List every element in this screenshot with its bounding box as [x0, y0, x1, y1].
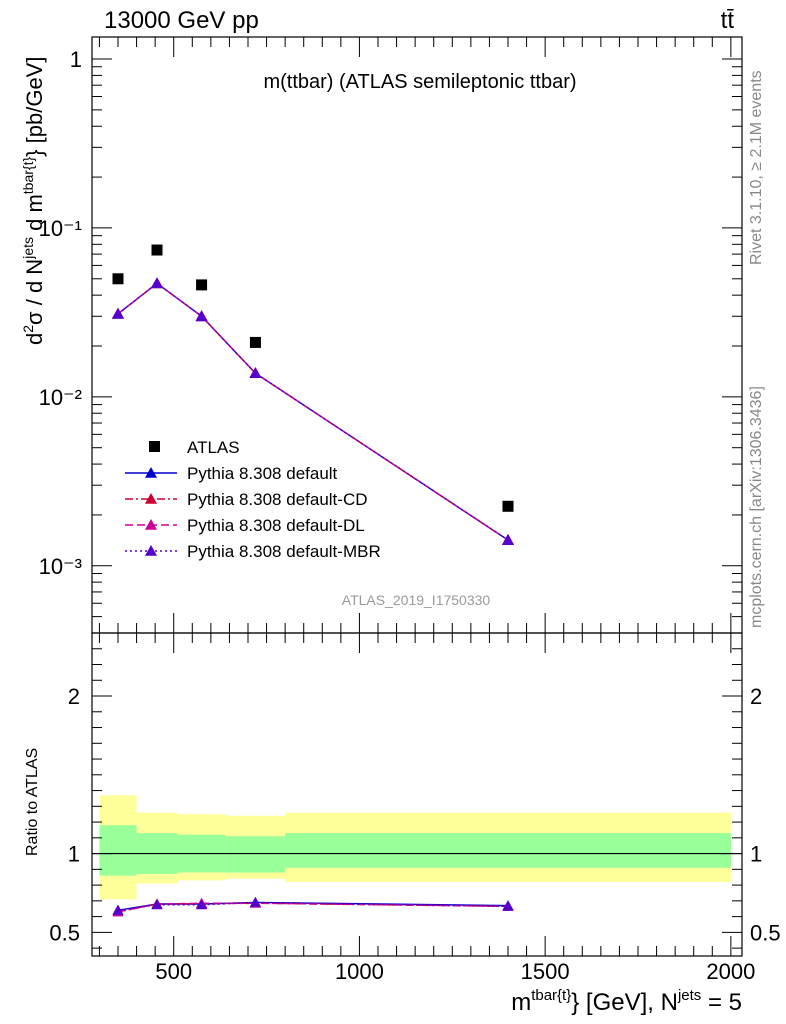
ratio-y-tick-label: 2	[68, 684, 80, 709]
y-tick-label: 10⁻³	[39, 554, 82, 579]
ratio-y-tick-label-right: 0.5	[750, 920, 781, 945]
ratio-axes: 0.5 0.5 1 1 2 2 500 1000 1500 2000	[49, 632, 781, 984]
ratio-y-tick-label: 1	[68, 842, 80, 867]
main-data-points	[112, 244, 514, 512]
data-marker	[112, 273, 124, 285]
legend-label-2: Pythia 8.308 default-CD	[187, 490, 368, 509]
energy-label: 13000 GeV pp	[104, 7, 259, 34]
chart-title: m(ttbar) (ATLAS semileptonic ttbar)	[263, 71, 576, 93]
ratio-y-axis-label: Ratio to ATLAS	[24, 748, 41, 856]
series-marker-4	[112, 307, 124, 319]
legend-marker-3	[145, 519, 157, 530]
legend-label-4: Pythia 8.308 default-MBR	[187, 542, 381, 561]
rivet-label: Rivet 3.1.10, ≥ 2.1M events	[748, 70, 765, 265]
x-tick-label: 500	[155, 959, 192, 984]
y-tick-label: 1	[70, 47, 82, 72]
mcplots-label: mcplots.cern.ch [arXiv:1306.3436]	[748, 386, 765, 628]
data-marker	[196, 279, 208, 291]
x-tick-label: 1500	[521, 959, 570, 984]
main-series	[112, 277, 514, 545]
series-marker-4	[502, 534, 514, 545]
series-line-2	[117, 282, 509, 541]
legend-marker-1	[145, 467, 157, 478]
ratio-frame	[91, 632, 743, 957]
main-axes: 1 10⁻¹ 10⁻² 10⁻³	[39, 36, 743, 634]
ratio-uncertainty-bands	[92, 795, 742, 900]
stat-uncertainty-band	[99, 825, 137, 876]
x-tick-label: 1000	[335, 959, 384, 984]
legend-label-data: ATLAS	[187, 438, 240, 457]
series-marker-4	[195, 310, 208, 322]
legend-label-3: Pythia 8.308 default-DL	[187, 516, 365, 535]
legend-marker-4	[145, 545, 157, 556]
x-tick-label: 2000	[706, 959, 755, 984]
legend-marker-2	[145, 493, 157, 504]
legend-data-marker	[149, 441, 160, 452]
ratio-y-tick-label-right: 1	[750, 842, 762, 867]
data-marker	[249, 336, 261, 348]
ratio-y-tick-label: 0.5	[49, 920, 80, 945]
ratio-marker-4	[502, 900, 514, 911]
ratio-series	[112, 896, 514, 917]
legend-label-1: Pythia 8.308 default	[187, 464, 338, 483]
y-tick-label: 10⁻²	[39, 385, 82, 410]
x-axis-label: mtbar{t}} [GeV], Njets = 5	[511, 987, 742, 1016]
ratio-marker-4	[249, 896, 261, 907]
series-marker-4	[151, 277, 163, 289]
process-label: tt̄	[721, 7, 735, 34]
y-tick-label: 10⁻¹	[39, 216, 82, 241]
watermark: ATLAS_2019_I1750330	[342, 592, 491, 608]
main-y-axis-label: d2σ / d Njets d mtbar{t}} [pb/GeV]	[20, 57, 47, 345]
ratio-marker-4	[151, 899, 163, 910]
ratio-line-4	[117, 901, 509, 912]
ratio-marker-4	[112, 904, 124, 915]
ratio-marker-4	[196, 899, 208, 910]
ratio-y-tick-label-right: 2	[750, 684, 762, 709]
legend: ATLAS Pythia 8.308 default Pythia 8.308 de…	[125, 438, 381, 561]
stat-uncertainty-band	[285, 833, 731, 868]
data-marker	[151, 244, 163, 256]
data-marker	[502, 500, 514, 512]
stat-uncertainty-band	[225, 836, 286, 873]
series-marker-4	[249, 367, 262, 379]
